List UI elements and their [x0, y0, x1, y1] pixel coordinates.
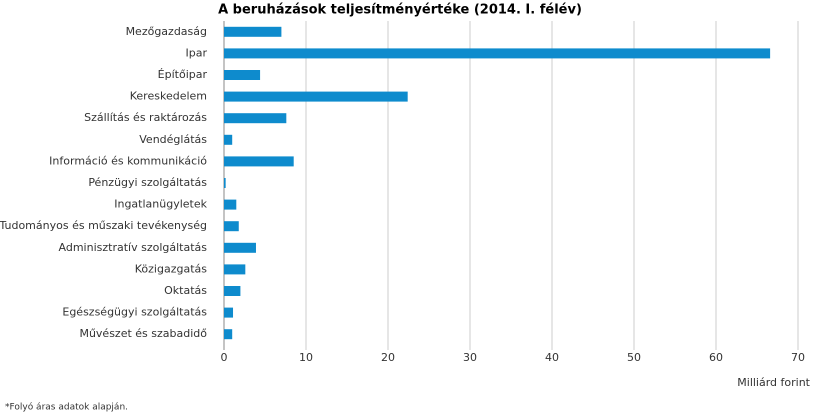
y-tick-label: Közigazgatás [135, 262, 207, 275]
x-tick-label: 70 [791, 351, 805, 364]
bar [224, 48, 771, 59]
x-tick-label: 40 [545, 351, 559, 364]
y-tick-label: Egészségügyi szolgáltatás [62, 306, 207, 319]
bar [224, 156, 294, 167]
bar [224, 26, 282, 37]
chart-title: A beruházások teljesítményértéke (2014. … [218, 3, 582, 18]
y-tick-label: Ipar [186, 46, 208, 59]
y-tick-label: Információ és kommunikáció [49, 154, 207, 167]
y-tick-label: Ingatlanügyletek [114, 198, 207, 211]
y-tick-label: Pénzügyi szolgáltatás [88, 176, 207, 189]
y-tick-label: Szállítás és raktározás [84, 111, 207, 124]
y-tick-label: Építőipar [158, 68, 208, 81]
x-axis-label: Milliárd forint [737, 376, 810, 389]
bar [224, 91, 408, 102]
bar [224, 178, 226, 188]
y-tick-label: Tudományos és műszaki tevékenység [0, 219, 207, 232]
y-tick-label: Művészet és szabadidő [79, 327, 207, 340]
y-tick-label: Mezőgazdaság [126, 25, 207, 38]
y-tick-label: Oktatás [164, 284, 207, 297]
bar [224, 113, 287, 124]
bar [224, 70, 261, 80]
bar [224, 264, 246, 275]
bar [224, 199, 237, 210]
footnote: *Folyó áras adatok alapján. [5, 402, 128, 413]
x-tick-label: 60 [709, 351, 723, 364]
bar [224, 286, 241, 296]
bar [224, 242, 256, 253]
x-tick-label: 0 [221, 351, 228, 364]
y-tick-label: Adminisztratív szolgáltatás [59, 241, 208, 254]
bar [224, 307, 234, 318]
bar [224, 329, 233, 340]
y-tick-label: Kereskedelem [130, 90, 207, 103]
x-tick-label: 30 [463, 351, 477, 364]
bar [224, 221, 239, 232]
x-tick-label: 10 [299, 351, 313, 364]
y-tick-label: Vendéglátás [139, 133, 207, 146]
bar [224, 134, 233, 145]
x-tick-label: 50 [627, 351, 641, 364]
x-tick-label: 20 [381, 351, 395, 364]
